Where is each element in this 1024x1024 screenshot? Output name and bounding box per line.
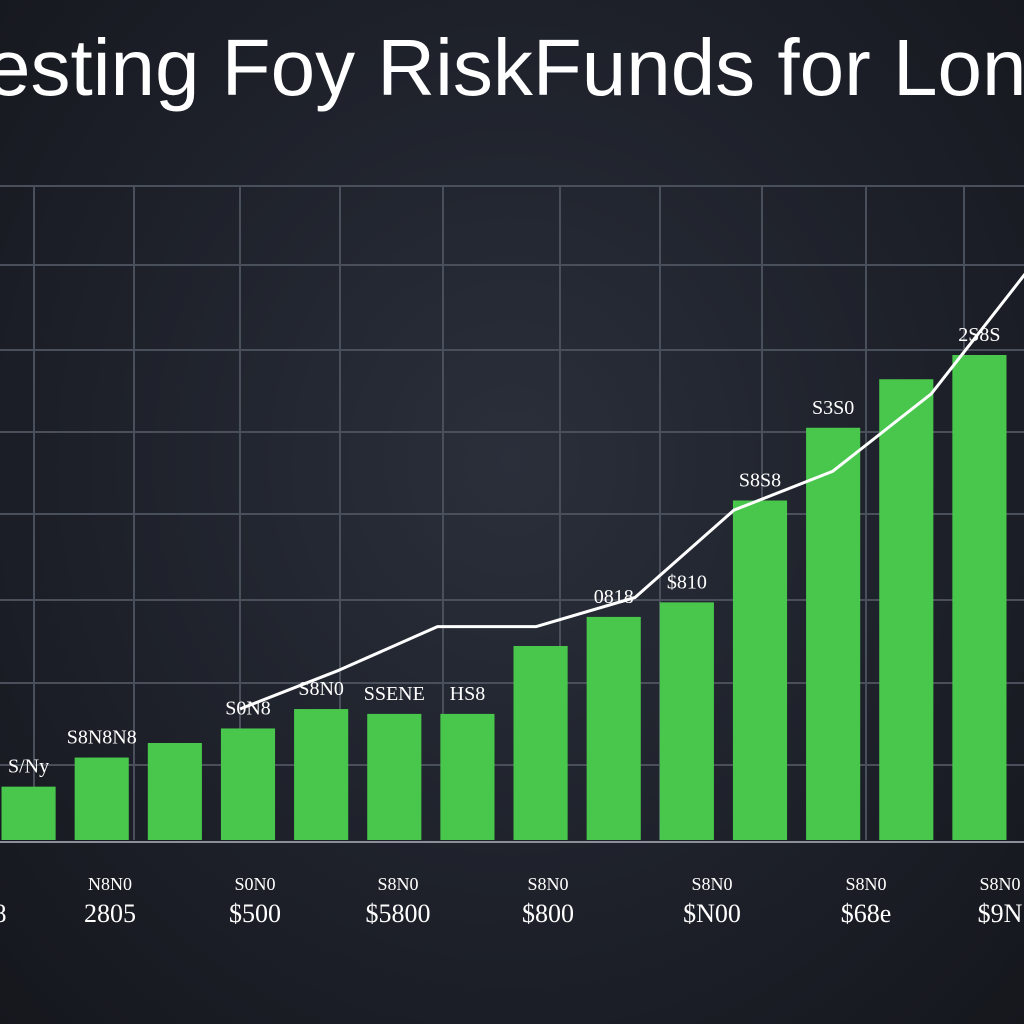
- chart-title: esting Foy RiskFunds for Long re: [0, 18, 1024, 118]
- x-tick-label-top-1: N8N0: [88, 874, 132, 894]
- bar-0: [1, 786, 56, 840]
- bar-value-label-0: S/Ny: [8, 756, 49, 778]
- bar-value-label-1: S8N8N8: [67, 727, 137, 749]
- bar-value-label-4: S8N0: [298, 678, 344, 700]
- x-tick-label-bottom-0: 8: [0, 899, 7, 928]
- bar-11: [806, 427, 861, 840]
- bar-value-label-5: SSENE: [364, 683, 425, 705]
- bar-layer: [1, 355, 1007, 840]
- x-tick-label-bottom-6: $68e: [841, 899, 892, 928]
- x-tick-label-bottom-4: $800: [522, 899, 574, 928]
- bar-13: [952, 355, 1007, 840]
- x-tick-label-top-5: S8N0: [691, 874, 732, 894]
- bar-5: [367, 713, 422, 840]
- x-tick-label-bottom-2: $500: [229, 899, 281, 928]
- bar-value-label-8: 0818: [594, 586, 634, 608]
- bar-value-label-11: S3S0: [812, 397, 854, 419]
- bar-7: [513, 646, 568, 840]
- x-tick-label-top-6: S8N0: [845, 874, 886, 894]
- bar-12: [879, 379, 934, 840]
- bar-label-layer: S/Ny S8N8N8 S0N8 S8N0 SSENE HS8 0818 $810 S8S8 S3…: [8, 324, 1001, 778]
- tick-label-layer: 8 N8N0 2805 S0N0 $500 S8N0 $5800 S8N0 $800 S8N0 $N…: [0, 874, 1023, 928]
- chart-title-text: esting Foy RiskFunds for Long re: [0, 23, 1024, 112]
- bar-1: [74, 757, 129, 840]
- x-tick-label-bottom-3: $5800: [366, 899, 431, 928]
- bar-value-label-9: $810: [667, 571, 707, 593]
- bar-3: [220, 728, 276, 840]
- bar-4: [294, 709, 349, 840]
- x-tick-label-top-7: S8N0: [979, 874, 1020, 894]
- bar-value-label-10: S8S8: [739, 470, 781, 492]
- bar-value-label-3: S0N8: [225, 697, 271, 719]
- bar-8: [586, 616, 641, 840]
- bar-2: [147, 743, 202, 840]
- bar-6: [440, 713, 495, 840]
- x-tick-label-bottom-7: $9N: [978, 899, 1023, 928]
- x-tick-label-bottom-1: 2805: [84, 899, 136, 928]
- bar-9: [659, 602, 714, 840]
- bar-value-label-6: HS8: [450, 683, 486, 705]
- bar-value-label-13: 2S8S: [958, 324, 1000, 346]
- x-tick-label-bottom-5: $N00: [683, 899, 741, 928]
- trend-line: [239, 272, 1024, 711]
- bar-10: [732, 500, 788, 840]
- x-tick-label-top-4: S8N0: [527, 874, 568, 894]
- trend-line-layer: [239, 272, 1024, 711]
- x-tick-label-top-2: S0N0: [234, 874, 275, 894]
- x-tick-label-top-3: S8N0: [377, 874, 418, 894]
